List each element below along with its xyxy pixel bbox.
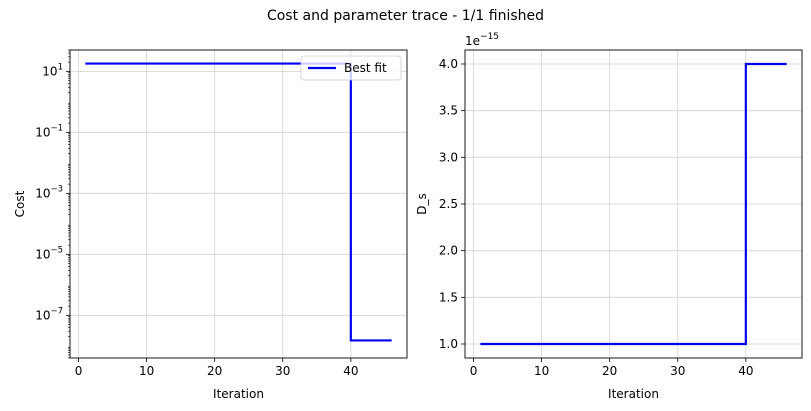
x-tick-label: 30: [670, 364, 685, 378]
y-tick-label: 10−5: [35, 245, 63, 261]
x-tick-label: 0: [75, 364, 83, 378]
y-tick-label: 3.0: [439, 150, 458, 164]
x-tick-label: 10: [139, 364, 154, 378]
x-tick-label: 30: [275, 364, 290, 378]
y-tick-label: 2.5: [439, 197, 458, 211]
y-tick-label: 10−1: [35, 123, 63, 139]
y-offset-label: 1e−15: [465, 32, 499, 48]
x-axis-label: Iteration: [608, 387, 659, 401]
y-tick-label: 2.0: [439, 244, 458, 258]
x-tick-label: 40: [738, 364, 753, 378]
figure-title: Cost and parameter trace - 1/1 finished: [266, 8, 545, 24]
y-tick-label: 4.0: [439, 57, 458, 71]
x-tick-label: 0: [470, 364, 478, 378]
y-axis-label: D_s: [415, 193, 429, 215]
series-line: [85, 62, 392, 342]
axes-frame: [69, 49, 408, 359]
x-tick-label: 10: [534, 364, 549, 378]
legend-label: Best fit: [344, 61, 387, 75]
y-tick-label: 1.5: [439, 290, 458, 304]
x-axis-label: Iteration: [213, 387, 264, 401]
y-tick-label: 10−7: [35, 306, 63, 322]
y-axis-label: Cost: [13, 190, 27, 217]
x-tick-label: 40: [343, 364, 358, 378]
series-line: [480, 62, 787, 346]
y-tick-label: 101: [42, 62, 63, 78]
y-tick-label: 3.5: [439, 104, 458, 118]
legend-box: [300, 55, 402, 81]
y-tick-label: 10−3: [35, 184, 63, 200]
x-tick-label: 20: [602, 364, 617, 378]
y-tick-label: 1.0: [439, 337, 458, 351]
x-tick-label: 20: [207, 364, 222, 378]
